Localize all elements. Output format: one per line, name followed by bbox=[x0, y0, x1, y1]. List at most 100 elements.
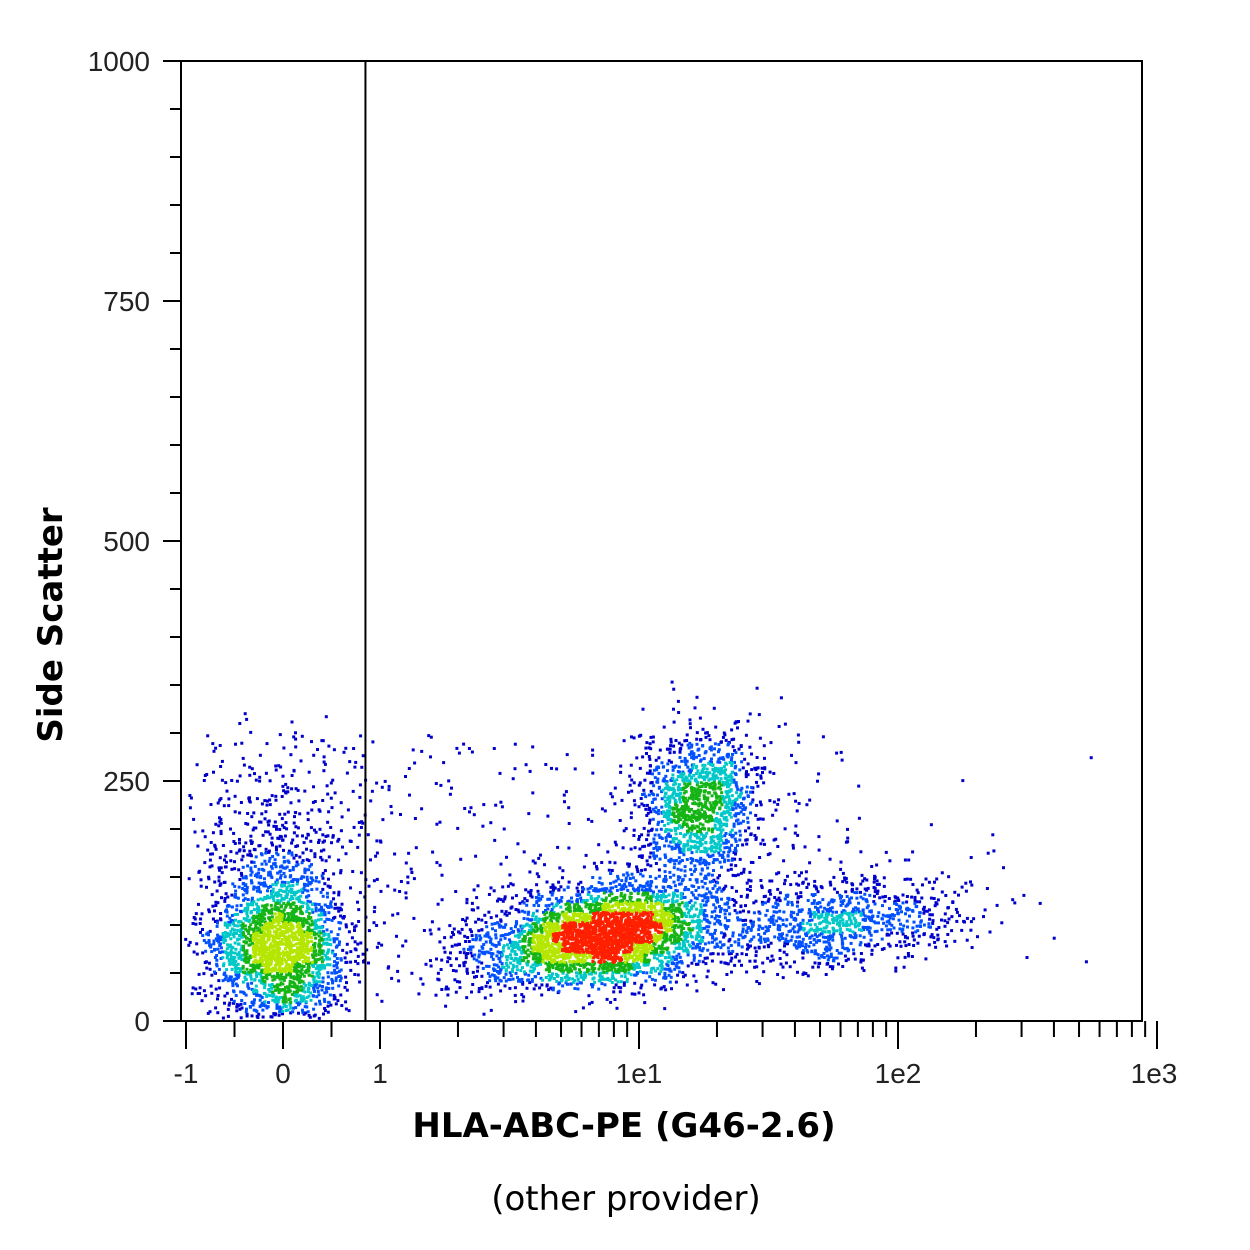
data-point bbox=[684, 931, 688, 935]
data-point bbox=[857, 816, 861, 820]
data-point bbox=[509, 940, 513, 944]
data-point bbox=[912, 920, 916, 924]
data-point bbox=[777, 896, 781, 900]
data-point bbox=[689, 857, 693, 860]
data-point bbox=[505, 913, 509, 917]
data-point bbox=[345, 988, 349, 992]
data-point bbox=[404, 861, 408, 865]
data-point bbox=[932, 936, 936, 940]
data-point bbox=[351, 789, 355, 793]
data-point bbox=[496, 970, 499, 974]
data-point bbox=[590, 983, 593, 986]
data-point bbox=[613, 786, 617, 790]
data-point bbox=[209, 852, 212, 856]
data-point bbox=[531, 969, 535, 973]
data-point bbox=[931, 921, 935, 925]
data-point bbox=[499, 919, 503, 923]
data-point bbox=[455, 957, 458, 961]
data-point bbox=[1022, 893, 1026, 897]
data-point bbox=[593, 897, 597, 901]
data-point bbox=[555, 902, 559, 906]
data-point bbox=[267, 988, 271, 991]
data-point bbox=[597, 987, 601, 991]
data-point bbox=[698, 953, 702, 957]
data-point bbox=[406, 875, 410, 879]
data-point bbox=[737, 959, 741, 963]
data-point bbox=[742, 870, 746, 874]
data-point bbox=[298, 994, 302, 998]
data-point bbox=[689, 907, 693, 911]
data-point bbox=[664, 878, 668, 882]
data-point bbox=[676, 785, 680, 789]
data-point bbox=[332, 964, 336, 968]
data-point bbox=[240, 999, 244, 1002]
data-point bbox=[823, 906, 827, 910]
data-point bbox=[664, 828, 668, 832]
data-point bbox=[705, 887, 709, 891]
data-point bbox=[437, 927, 441, 931]
data-point bbox=[740, 786, 744, 790]
data-point bbox=[803, 845, 807, 849]
data-point bbox=[757, 917, 761, 921]
data-point bbox=[740, 752, 744, 755]
data-point bbox=[232, 979, 236, 983]
data-point bbox=[712, 753, 716, 757]
data-point bbox=[698, 948, 702, 952]
data-point bbox=[880, 947, 884, 951]
data-point bbox=[674, 764, 678, 768]
data-point bbox=[686, 843, 690, 847]
data-point bbox=[671, 900, 675, 904]
data-point bbox=[267, 1001, 270, 1004]
data-point bbox=[766, 899, 770, 903]
data-point bbox=[774, 901, 778, 905]
data-point bbox=[643, 963, 647, 967]
data-point bbox=[644, 979, 648, 983]
data-point bbox=[622, 739, 626, 743]
data-point bbox=[241, 893, 245, 897]
data-point bbox=[777, 725, 781, 728]
data-point bbox=[396, 969, 400, 973]
data-point bbox=[797, 940, 801, 944]
data-point bbox=[772, 772, 776, 775]
data-point bbox=[651, 735, 655, 739]
data-point bbox=[668, 751, 672, 755]
data-point bbox=[729, 778, 733, 782]
data-point bbox=[640, 888, 644, 892]
data-point bbox=[464, 923, 468, 927]
data-point bbox=[308, 864, 312, 868]
data-point bbox=[345, 942, 349, 946]
data-point bbox=[816, 907, 820, 911]
data-point bbox=[771, 958, 775, 962]
data-point bbox=[522, 995, 526, 999]
data-point bbox=[312, 977, 316, 981]
data-point bbox=[497, 897, 501, 901]
data-point bbox=[745, 790, 748, 794]
data-point bbox=[704, 863, 707, 867]
data-point bbox=[210, 973, 214, 977]
data-point bbox=[248, 849, 252, 853]
data-point bbox=[321, 833, 325, 837]
data-point bbox=[741, 766, 745, 770]
data-point bbox=[686, 953, 690, 957]
data-point bbox=[684, 903, 688, 907]
data-point bbox=[729, 951, 733, 955]
data-point bbox=[329, 900, 333, 904]
data-point bbox=[672, 840, 676, 844]
data-point bbox=[547, 988, 551, 992]
data-point bbox=[260, 853, 264, 857]
data-point bbox=[665, 785, 669, 789]
data-point bbox=[831, 967, 834, 971]
data-point bbox=[225, 860, 228, 864]
data-point bbox=[239, 1002, 243, 1006]
data-point bbox=[780, 934, 784, 938]
data-point bbox=[473, 953, 477, 957]
data-point bbox=[746, 719, 750, 723]
data-point bbox=[191, 922, 195, 925]
data-point bbox=[537, 856, 541, 860]
data-point bbox=[901, 901, 905, 905]
data-point bbox=[331, 835, 335, 839]
data-point bbox=[643, 868, 647, 872]
data-point bbox=[234, 889, 238, 893]
data-point bbox=[300, 875, 304, 879]
data-point bbox=[814, 912, 818, 916]
